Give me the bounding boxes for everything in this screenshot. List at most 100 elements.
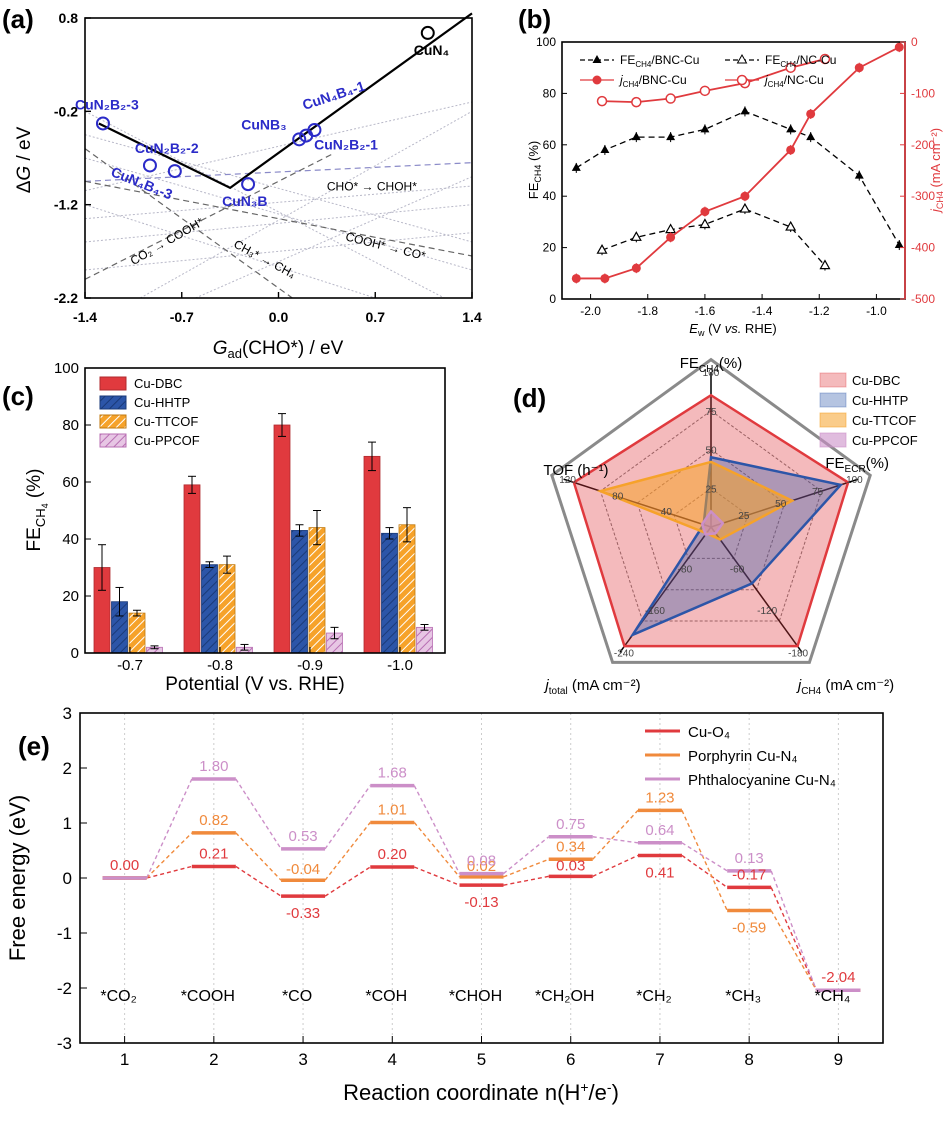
species-label: *CH₂ [636,988,672,1005]
value-label: 0.64 [645,822,674,839]
radar-series [596,460,795,541]
bar [398,524,416,654]
value-label: -0.59 [732,919,766,936]
radar-tick-label: 25 [705,484,717,495]
catalyst-label: CuN₂B₂-2 [135,140,199,156]
bar [128,612,146,654]
radar-axis-label: jtotal (mA cm⁻²) [543,677,640,697]
panel-e-ticks: 1 2 3 4 5 6 7 8 9 3 2 1 0 -1 -2 -3 [57,704,843,1069]
bar [416,626,433,654]
data-point [739,202,751,213]
data-point [894,42,904,52]
data-point [571,162,581,171]
data-point [666,132,676,141]
connector [503,858,549,878]
radar-tick-label: 100 [703,368,720,379]
panel-e-ylabel: Free energy (eV) [5,795,30,961]
value-label: 0.13 [735,850,764,867]
legend-label: Cu-O₄ [688,724,730,741]
radar-tick-label: 80 [612,491,624,502]
y-tick-label: 1 [63,814,72,833]
value-label: -2.04 [821,969,855,986]
y-right-tick-label: -400 [911,241,935,255]
data-point [631,96,642,108]
legend-swatch [99,414,127,429]
x-tick-label: 0.7 [366,309,386,325]
radar-series [700,509,725,536]
panel-b-xlabel: Ew (V vs. RHE) [689,321,776,338]
y-right-tick-label: -200 [911,138,935,152]
bar [308,527,326,654]
bar [273,424,291,654]
catalyst-label: CuN₄ [414,42,449,58]
species-label: *CH₂OH [535,988,595,1005]
data-point [894,240,904,249]
y-tick-label: 100 [536,35,556,49]
y-tick-label: -1.2 [54,197,78,213]
y-tick-label: 0 [71,645,79,662]
catalyst-label: CuNB₃ [241,116,286,132]
value-label: 1.68 [378,765,407,782]
y-tick-label: 60 [543,138,557,152]
radar-axis [710,526,803,653]
y-tick-label: -2.2 [54,290,78,306]
data-point [819,259,831,270]
legend-label: Cu-HHTP [134,395,190,410]
panel-e-profile: 0.00 0.21 -0.33 0.20 -0.13 0.03 0.41 -0.17 -2.04… [100,713,861,1043]
bar [381,532,398,654]
bar [201,564,218,654]
data-point [786,124,796,133]
catalyst-marker [142,158,157,173]
radar-tick-label: 120 [559,475,576,486]
connector [503,836,550,875]
y-tick-label: 20 [543,241,557,255]
panel-e-legend: Cu-O₄ Porphyrin Cu-N₄ Phthalocyanine Cu-N₄ [645,724,836,789]
connector [235,832,282,881]
connector [413,822,461,878]
panel-c-legend: Cu-DBC Cu-HHTP Cu-TTCOF Cu-PPCOF [99,376,200,448]
y-tick-label: 3 [63,704,72,723]
data-point [854,170,864,179]
species-label: *CH₄ [814,988,850,1005]
panel-a-ticks: -1.4 -0.7 0.0 0.7 1.4 0.8 -0.2 -1.2 -2.2 [54,10,482,325]
bar [183,484,201,654]
connector [681,810,728,911]
radar-tick-label: 100 [846,475,863,486]
data-point [854,63,864,73]
x-tick-label: 5 [477,1050,486,1069]
legend-marker [592,55,602,63]
connector [324,785,371,850]
x-tick-label: 6 [566,1050,575,1069]
series-line [575,110,900,246]
value-label: -0.13 [464,894,498,911]
species-label: *COOH [181,988,235,1005]
data-point [596,243,608,254]
panel-d-radar: 100 75 50 25 100 75 50 25 -180 -120 -60 -240 -160 -80… [543,355,894,697]
data-point [630,231,642,241]
x-tick-label: -1.8 [637,304,658,318]
y-tick-label: 80 [543,86,557,100]
connector [145,778,193,879]
species-label: *CO₂ [100,988,136,1005]
scaling-line [84,204,473,243]
legend-label: FECH4/NC-Cu [765,53,836,69]
connector [770,910,817,991]
connector [770,870,818,991]
connector [770,887,818,991]
scaling-line [84,110,445,299]
radar-tick-label: 50 [705,446,717,457]
data-point [785,62,796,73]
bar [218,564,236,654]
catalyst-marker [95,116,110,131]
reaction-label: CH₃* → CH₄ [231,237,298,281]
legend-label: Cu-DBC [852,373,900,388]
x-tick-label: 8 [744,1050,753,1069]
data-point [631,132,641,141]
data-point [571,273,581,283]
panel-c-xlabel: Potential (V vs. RHE) [165,674,345,695]
y-tick-label: 60 [62,474,79,491]
panel-e: (e) 0.00 0.21 -0.33 0.20 -0.13 0.03 0.41 -0.17 -… [5,704,884,1105]
x-tick-label: -0.9 [297,657,323,674]
radar-grid [599,410,823,622]
y-tick-label: 20 [62,588,79,605]
